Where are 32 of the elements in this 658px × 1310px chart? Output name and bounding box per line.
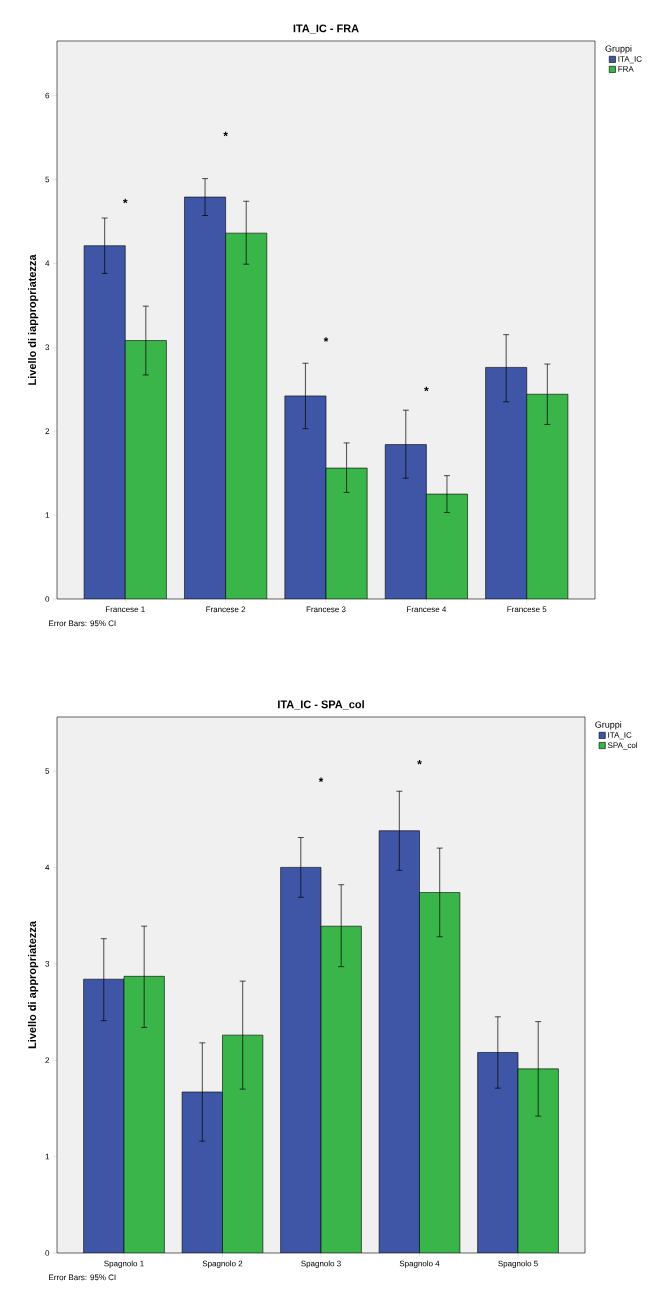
chart-title: ITA_IC - FRA: [293, 24, 359, 34]
annotation: *: [318, 777, 324, 782]
bar: [321, 926, 362, 1253]
chart-title: ITA_IC - SPA_col: [278, 700, 364, 710]
bar: [182, 1092, 223, 1253]
annotation: *: [424, 386, 429, 392]
bar: [385, 444, 427, 599]
annotation: *: [122, 198, 128, 204]
bar: [419, 892, 460, 1253]
bar: [517, 1068, 559, 1253]
annotation: *: [223, 131, 228, 137]
y-axis-title: Livello di iappropriatezza: [28, 254, 39, 385]
bar: [125, 340, 167, 599]
bar: [123, 976, 165, 1253]
bar: [280, 867, 321, 1253]
legend-title: Gruppi: [605, 45, 632, 54]
bar: [379, 830, 420, 1253]
bar: [326, 468, 368, 599]
bar: [84, 245, 126, 599]
annotation: *: [417, 760, 422, 765]
bar: [426, 494, 468, 599]
bar: [526, 393, 569, 599]
bar: [485, 367, 528, 599]
bar: [83, 979, 124, 1253]
legend-title: Gruppi: [595, 721, 622, 730]
bar: [225, 233, 267, 599]
annotation: *: [323, 337, 329, 342]
bar: [184, 197, 226, 599]
bar: [284, 395, 326, 599]
bar: [222, 1035, 263, 1253]
bar: [477, 1052, 519, 1253]
y-axis-title: Livello di appropriatezza: [28, 920, 39, 1049]
